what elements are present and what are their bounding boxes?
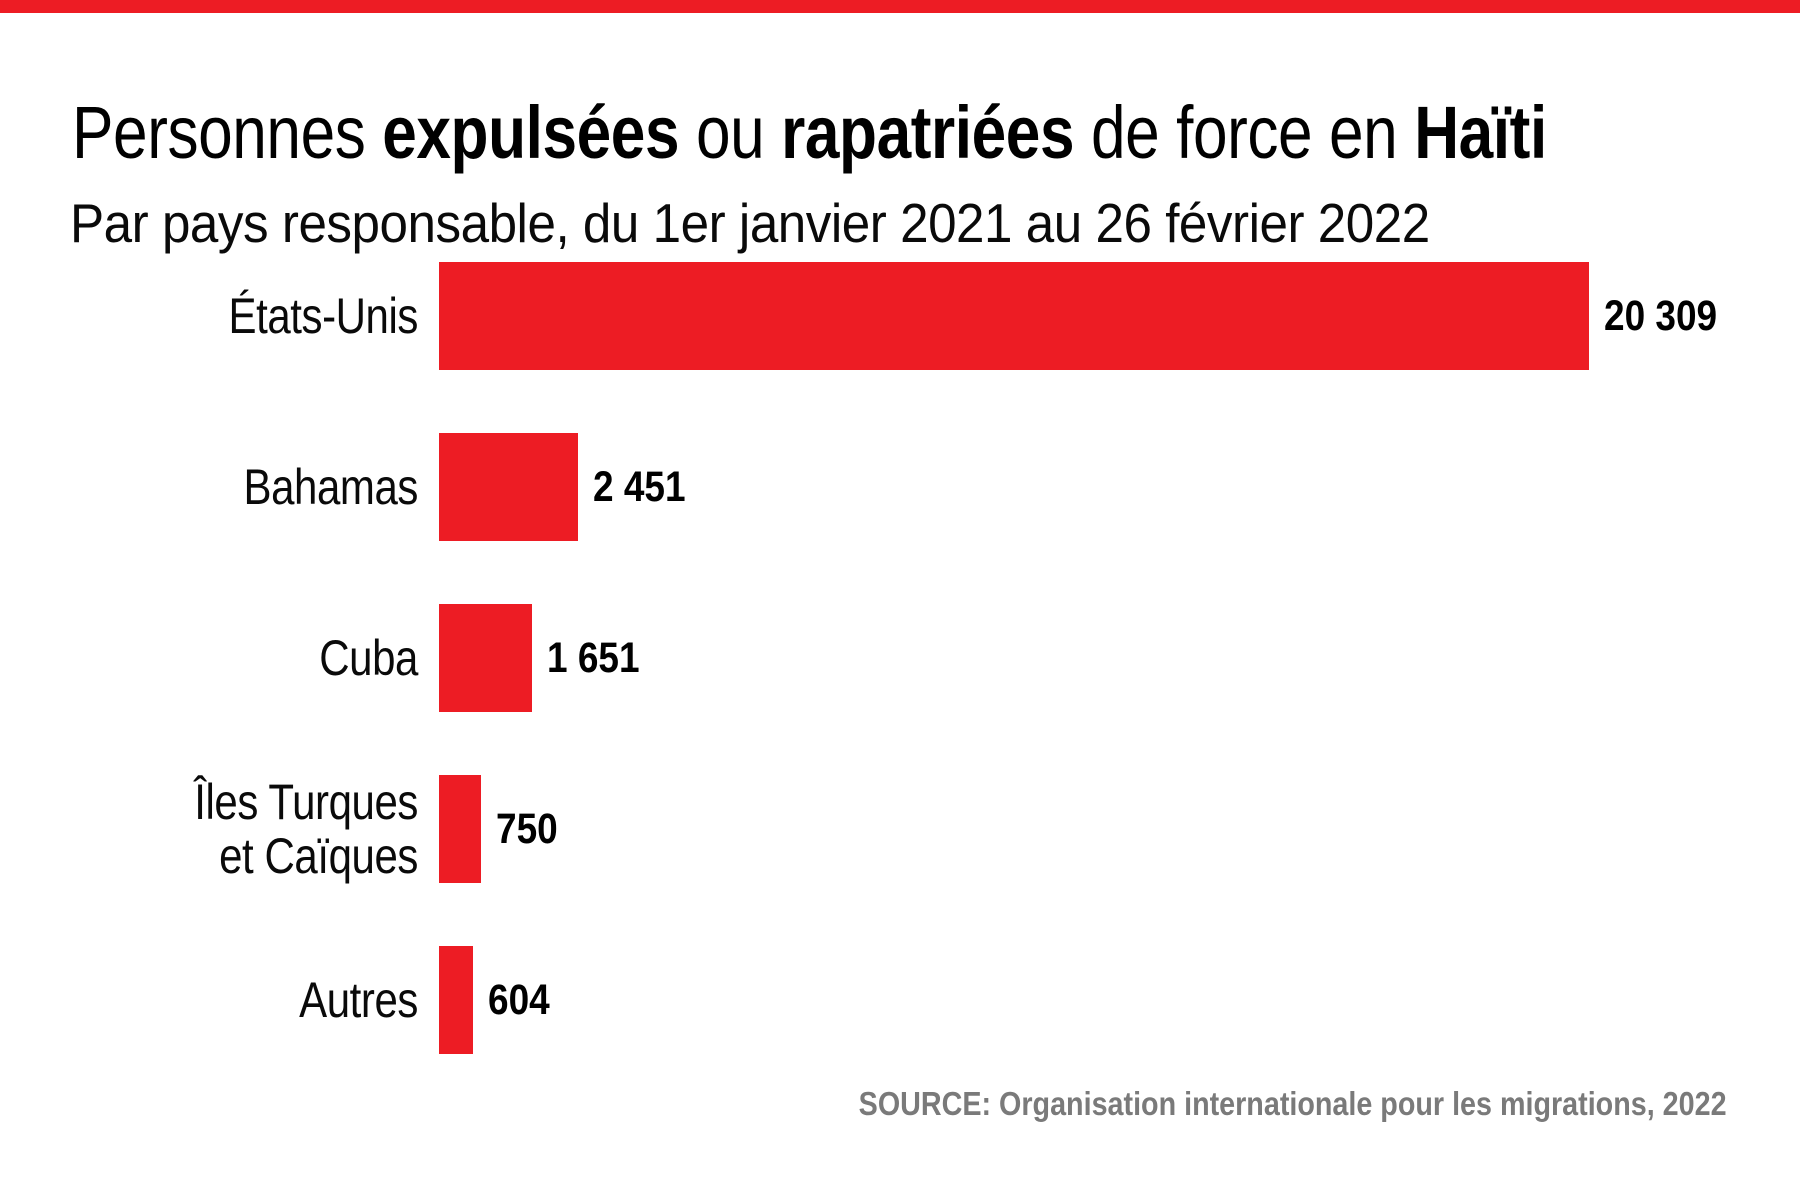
bar-label: Autres (299, 972, 418, 1028)
bar-value: 20 309 (1604, 291, 1718, 340)
title-regular-segment: ou (679, 91, 782, 174)
bar (439, 604, 532, 712)
title-bold-segment: expulsées (382, 91, 680, 174)
bar-value: 750 (496, 804, 558, 853)
source-note: SOURCE: Organisation internationale pour… (859, 1085, 1727, 1122)
chart-row: Îles Turques et Caïques 750 (0, 744, 1800, 914)
title-regular-segment: de force en (1074, 91, 1415, 174)
chart-title: Personnes expulsées ou rapatriées de for… (72, 96, 1547, 170)
chart-subtitle: Par pays responsable, du 1er janvier 202… (70, 192, 1430, 254)
bar-value: 604 (488, 975, 550, 1024)
bar-label: Cuba (319, 630, 418, 686)
bar (439, 433, 578, 541)
bar (439, 262, 1589, 370)
title-bold-segment: rapatriées (781, 91, 1075, 174)
top-accent-band (0, 0, 1800, 13)
chart-row: États-Unis 20 309 (0, 231, 1800, 401)
chart-row: Cuba 1 651 (0, 573, 1800, 743)
bar-label: Îles Turques et Caïques (194, 774, 418, 884)
bar-value: 1 651 (547, 633, 640, 682)
title-regular-segment: Personnes (72, 91, 383, 174)
bar-value: 2 451 (593, 462, 686, 511)
bar-label: États-Unis (228, 288, 418, 344)
title-bold-segment: Haïti (1414, 91, 1547, 174)
bar (439, 775, 481, 883)
bar-label: Bahamas (243, 459, 419, 515)
chart-row: Bahamas 2 451 (0, 402, 1800, 572)
bar (439, 946, 473, 1054)
chart-row: Autres 604 (0, 915, 1800, 1085)
